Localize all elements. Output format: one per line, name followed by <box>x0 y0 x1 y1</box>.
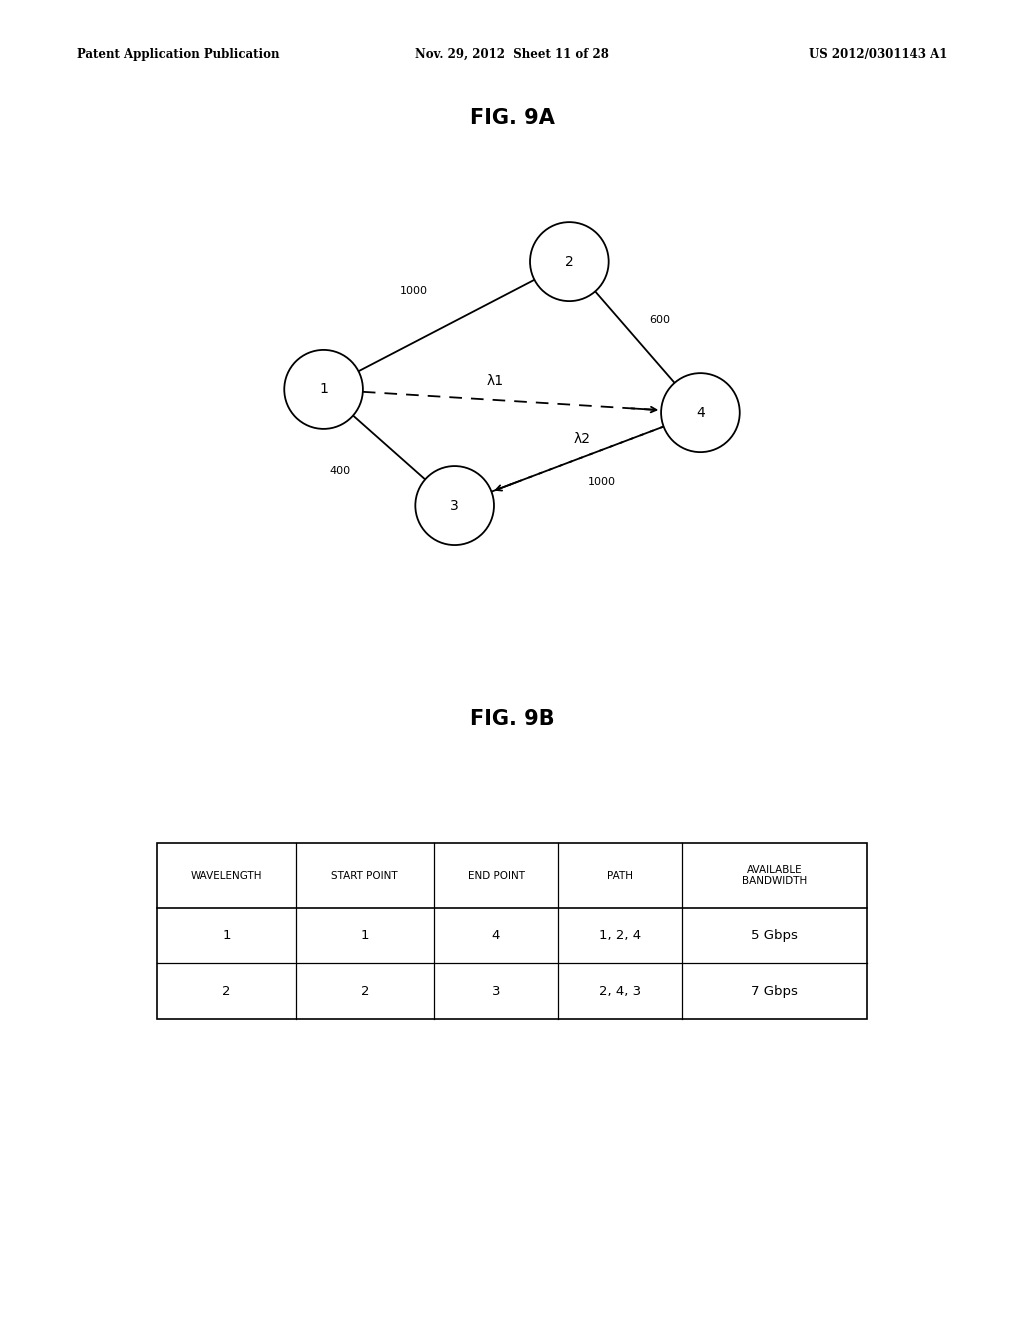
Text: λ2: λ2 <box>573 432 590 446</box>
Text: 1000: 1000 <box>399 285 428 296</box>
Text: 2, 4, 3: 2, 4, 3 <box>599 985 641 998</box>
Text: 4: 4 <box>696 405 705 420</box>
Text: 4: 4 <box>492 929 500 942</box>
Text: Nov. 29, 2012  Sheet 11 of 28: Nov. 29, 2012 Sheet 11 of 28 <box>415 49 609 61</box>
Text: 1, 2, 4: 1, 2, 4 <box>599 929 641 942</box>
Ellipse shape <box>285 350 362 429</box>
Text: 400: 400 <box>330 466 350 475</box>
Text: Patent Application Publication: Patent Application Publication <box>77 49 280 61</box>
Text: 3: 3 <box>492 985 501 998</box>
Text: 600: 600 <box>649 314 670 325</box>
Text: 1: 1 <box>319 383 328 396</box>
Text: WAVELENGTH: WAVELENGTH <box>190 871 262 880</box>
Text: 2: 2 <box>565 255 573 269</box>
Text: START POINT: START POINT <box>332 871 398 880</box>
Text: END POINT: END POINT <box>468 871 524 880</box>
Text: 2: 2 <box>360 985 369 998</box>
Text: PATH: PATH <box>607 871 633 880</box>
Text: FIG. 9B: FIG. 9B <box>470 709 554 729</box>
Text: 1: 1 <box>360 929 369 942</box>
Text: 5 Gbps: 5 Gbps <box>752 929 798 942</box>
Ellipse shape <box>530 222 608 301</box>
Text: 1000: 1000 <box>588 478 616 487</box>
Text: FIG. 9A: FIG. 9A <box>470 108 554 128</box>
Ellipse shape <box>662 374 739 453</box>
Text: AVAILABLE
BANDWIDTH: AVAILABLE BANDWIDTH <box>742 865 807 887</box>
Text: 7 Gbps: 7 Gbps <box>752 985 798 998</box>
Ellipse shape <box>416 466 494 545</box>
Text: US 2012/0301143 A1: US 2012/0301143 A1 <box>809 49 947 61</box>
Text: 3: 3 <box>451 499 459 512</box>
Bar <box>158 843 866 1019</box>
Text: 2: 2 <box>222 985 230 998</box>
Text: 1: 1 <box>222 929 230 942</box>
Text: λ1: λ1 <box>487 374 504 388</box>
